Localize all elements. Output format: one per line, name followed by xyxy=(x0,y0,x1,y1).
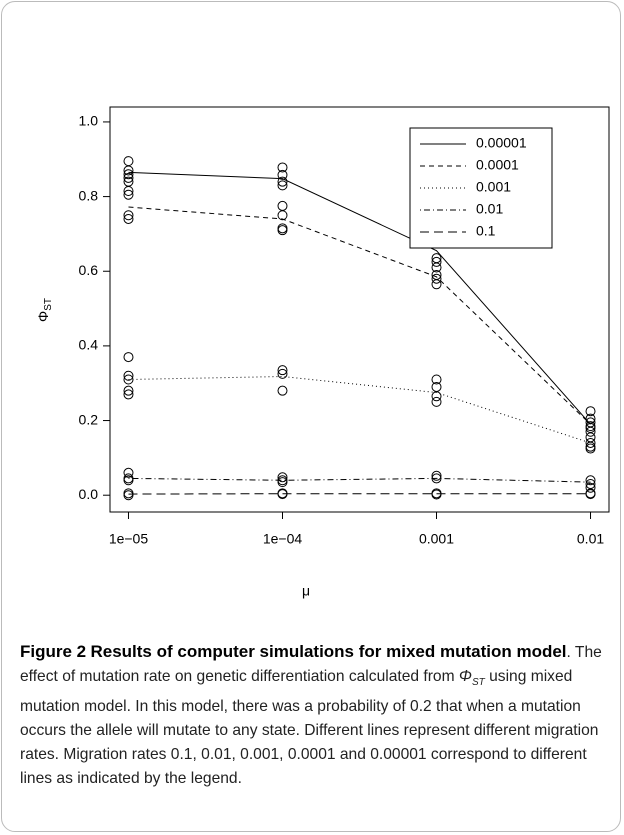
caption: Figure 2 Results of computer simulations… xyxy=(20,640,612,791)
x-tick-label: 1e−04 xyxy=(263,531,303,547)
series-line xyxy=(128,171,591,425)
data-point xyxy=(277,477,288,488)
data-point xyxy=(431,262,442,273)
data-point xyxy=(277,225,288,236)
series-line xyxy=(128,376,591,444)
data-point xyxy=(277,368,288,379)
data-point xyxy=(585,406,596,417)
data-point xyxy=(277,223,288,234)
caption-text: . The effect of mutation rate on genetic… xyxy=(20,644,602,685)
data-point xyxy=(123,185,134,196)
data-point xyxy=(431,256,442,267)
data-point xyxy=(277,169,288,180)
legend-label: 0.1 xyxy=(476,223,496,239)
caption-phi: Φ xyxy=(458,668,472,685)
data-point xyxy=(123,165,134,176)
legend-label: 0.00001 xyxy=(476,135,527,151)
y-axis-label: ΦST xyxy=(35,298,54,322)
data-point xyxy=(123,169,134,180)
x-tick-label: 0.001 xyxy=(419,531,454,547)
data-point xyxy=(123,370,134,381)
data-point xyxy=(431,273,442,284)
data-point xyxy=(585,475,596,486)
legend-label: 0.0001 xyxy=(476,157,519,173)
data-point xyxy=(585,432,596,443)
data-point xyxy=(277,365,288,376)
data-point xyxy=(123,172,134,183)
data-point xyxy=(585,489,596,500)
data-point xyxy=(585,482,596,493)
data-point xyxy=(431,473,442,484)
data-point xyxy=(123,475,134,486)
data-point xyxy=(431,374,442,385)
data-point xyxy=(431,279,442,290)
data-point xyxy=(431,470,442,481)
y-tick-label: 0.8 xyxy=(79,187,99,203)
chart: μ ΦST 0.0 0.2 0.4 0.6 0.8 1.0 1e−05 1e−04 0.001 0… xyxy=(35,106,610,599)
y-tick-label: 0.4 xyxy=(79,337,99,353)
data-point xyxy=(123,352,134,363)
legend-label: 0.01 xyxy=(476,201,503,217)
data-point xyxy=(277,385,288,396)
data-point xyxy=(431,489,442,500)
series-line xyxy=(128,206,591,425)
y-axis-label-main: Φ xyxy=(35,311,51,322)
data-point xyxy=(431,391,442,402)
data-point xyxy=(123,385,134,396)
data-point xyxy=(123,374,134,385)
caption-label: Figure 2 xyxy=(20,642,87,661)
data-point xyxy=(123,210,134,221)
legend-box xyxy=(409,127,553,249)
plot-frame xyxy=(109,106,610,513)
y-tick-label: 0.0 xyxy=(79,486,99,502)
series-line xyxy=(128,477,591,483)
data-point xyxy=(123,490,134,501)
data-point xyxy=(585,443,596,454)
data-point xyxy=(123,488,134,499)
data-point xyxy=(277,472,288,483)
x-tick-label: 0.01 xyxy=(577,531,604,547)
y-tick-label: 1.0 xyxy=(79,113,99,129)
caption-text: using mixed mutation model. In this mode… xyxy=(20,668,599,788)
data-point xyxy=(123,189,134,200)
data-point xyxy=(585,437,596,448)
data-point xyxy=(277,176,288,187)
caption-title: Results of computer simulations for mixe… xyxy=(90,642,567,661)
x-tick-label: 1e−05 xyxy=(109,531,149,547)
data-point xyxy=(123,213,134,224)
caption-sub: ST xyxy=(471,677,485,689)
data-point xyxy=(431,396,442,407)
data-point xyxy=(585,426,596,437)
data-point xyxy=(277,489,288,500)
x-axis-label: μ xyxy=(302,583,310,599)
data-point xyxy=(277,180,288,191)
y-tick-label: 0.2 xyxy=(79,411,99,427)
y-axis-label-sub: ST xyxy=(43,298,54,311)
data-point xyxy=(277,200,288,211)
data-point xyxy=(277,162,288,173)
y-tick-label: 0.6 xyxy=(79,262,99,278)
data-point xyxy=(123,389,134,400)
data-point xyxy=(123,156,134,167)
legend-label: 0.001 xyxy=(476,179,511,195)
data-point xyxy=(277,210,288,221)
data-point xyxy=(123,467,134,478)
